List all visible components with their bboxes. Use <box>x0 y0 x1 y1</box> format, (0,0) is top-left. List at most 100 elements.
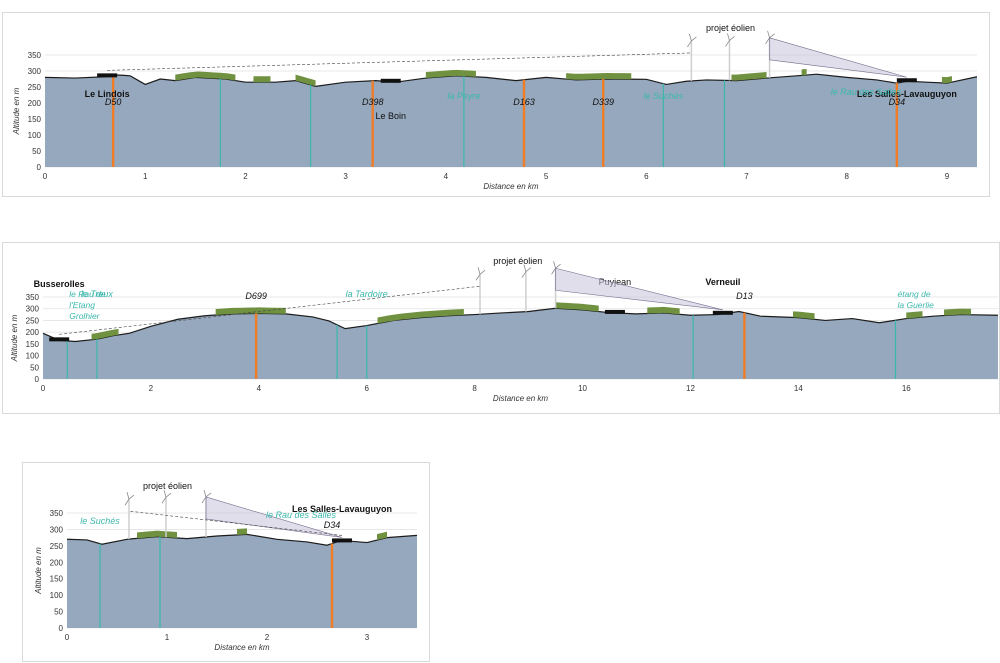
stream-label: la Peyre <box>447 91 480 101</box>
settlement-mark <box>97 73 118 78</box>
turbine-rotor <box>475 267 486 281</box>
forest-strip <box>566 73 632 80</box>
y-tick-label: 250 <box>50 542 64 551</box>
road-label: D34 <box>324 520 341 530</box>
stream-label: le Rau des Salles <box>831 87 902 97</box>
settlement-mark <box>380 78 401 83</box>
turbine-rotor <box>725 33 735 47</box>
stream-label-part: l'Etang <box>69 300 95 310</box>
stream-label: le Treux <box>81 289 113 299</box>
forest-strip <box>137 530 177 539</box>
stream-label: la Tardoire <box>346 289 388 299</box>
visibility-cone <box>205 496 343 538</box>
place-label: Les Salles-Lavauguyon <box>857 89 957 99</box>
terrain-line <box>44 73 978 87</box>
x-tick-label: 1 <box>165 633 170 642</box>
forest-strip <box>941 76 952 84</box>
y-tick-label: 250 <box>28 83 42 92</box>
y-tick-label: 350 <box>26 293 40 302</box>
x-tick-label: 14 <box>794 384 803 393</box>
y-tick-label: 150 <box>28 115 42 124</box>
forest-strip <box>295 74 316 87</box>
y-tick-label: 350 <box>50 509 64 518</box>
y-tick-label: 100 <box>50 591 64 600</box>
settlement-mark <box>896 78 917 83</box>
stream-label: le Rau des Salles <box>266 510 337 520</box>
profile-panel-3: 0 50 100 150 200 250 300 350 0 1 2 3 Distance en km A… <box>22 462 430 662</box>
forest-strip <box>555 302 599 312</box>
forest-strip <box>801 69 807 76</box>
forest-strip <box>175 71 236 81</box>
forest-strip <box>647 306 680 315</box>
terrain-area <box>43 308 998 379</box>
terrain-area <box>67 534 417 628</box>
profile-panel-2: 0 50 100 150 200 250 300 350 0 2 4 6 8 10 12 14 16 Distan… <box>2 242 1000 414</box>
road-label: D50 <box>105 97 122 107</box>
y-tick-label: 50 <box>54 608 63 617</box>
road-label: D699 <box>245 291 267 301</box>
road-label: D339 <box>592 97 614 107</box>
y-tick-label: 0 <box>37 163 42 172</box>
elevation-chart-2: 0 50 100 150 200 250 300 350 0 2 4 6 8 10 12 14 16 Distan… <box>10 256 999 403</box>
x-axis-title: Distance en km <box>483 182 538 191</box>
x-tick-label: 2 <box>265 633 270 642</box>
elevation-chart-1: 0 50 100 150 200 250 300 350 0 1 2 3 4 5 6 7 8 9 Distance … <box>12 23 978 191</box>
turbine-rotor <box>687 33 697 48</box>
sight-line <box>128 510 343 536</box>
terrain-area <box>45 74 977 167</box>
y-tick-label: 200 <box>50 558 64 567</box>
terrain-line <box>66 533 418 546</box>
wind-project-label: projet éolien <box>493 256 542 266</box>
x-tick-label: 7 <box>744 172 749 181</box>
y-axis-title: Altitude en m <box>12 87 21 135</box>
x-tick-label: 4 <box>257 384 262 393</box>
x-tick-label: 3 <box>343 172 348 181</box>
x-tick-label: 5 <box>544 172 549 181</box>
y-tick-label: 150 <box>26 340 40 349</box>
road-label: D13 <box>736 291 753 301</box>
turbine-rotor <box>161 490 172 504</box>
road-label: D34 <box>889 97 906 107</box>
stream-label: le Suchés <box>644 91 684 101</box>
stream-label-part: le Rau de <box>69 289 106 299</box>
forest-strip <box>91 328 119 340</box>
forest-strip <box>731 72 767 81</box>
forest-strip <box>425 69 476 79</box>
y-tick-label: 300 <box>28 67 42 76</box>
sight-line <box>107 52 692 71</box>
turbine-rotor <box>551 261 561 275</box>
forest-strip <box>792 311 815 320</box>
wind-project-label: projet éolien <box>143 481 192 491</box>
y-axis-title: Altitude en m <box>10 314 19 362</box>
y-tick-label: 100 <box>28 131 42 140</box>
stream-label-part: Grolhier <box>69 311 100 321</box>
visibility-cone <box>769 37 907 78</box>
y-tick-label: 200 <box>26 328 40 337</box>
y-tick-label: 0 <box>35 375 40 384</box>
y-tick-label: 350 <box>28 51 42 60</box>
forest-strip <box>215 307 286 315</box>
terrain-line <box>42 307 999 343</box>
forest-strip <box>237 528 247 535</box>
settlement-mark <box>604 309 625 314</box>
x-tick-label: 0 <box>65 633 70 642</box>
forest-strip <box>944 308 972 316</box>
stream-label: le Suchés <box>80 516 120 526</box>
x-tick-label: 16 <box>902 384 911 393</box>
x-tick-label: 2 <box>243 172 248 181</box>
turbine-rotor <box>521 264 532 278</box>
x-tick-label: 1 <box>143 172 148 181</box>
y-tick-label: 300 <box>50 525 64 534</box>
forest-strip <box>253 76 271 83</box>
y-tick-label: 200 <box>28 99 42 108</box>
x-tick-label: 6 <box>644 172 649 181</box>
road-label: D163 <box>513 97 535 107</box>
place-label: Busserolles <box>34 279 85 289</box>
road-label: D398 <box>362 97 384 107</box>
x-tick-label: 0 <box>43 172 48 181</box>
place-label: Les Salles-Lavauguyon <box>292 504 392 514</box>
x-tick-label: 3 <box>365 633 370 642</box>
elevation-chart-3: 0 50 100 150 200 250 300 350 0 1 2 3 Distance en km A… <box>34 481 418 652</box>
settlement-mark <box>712 310 733 315</box>
x-tick-label: 8 <box>472 384 477 393</box>
